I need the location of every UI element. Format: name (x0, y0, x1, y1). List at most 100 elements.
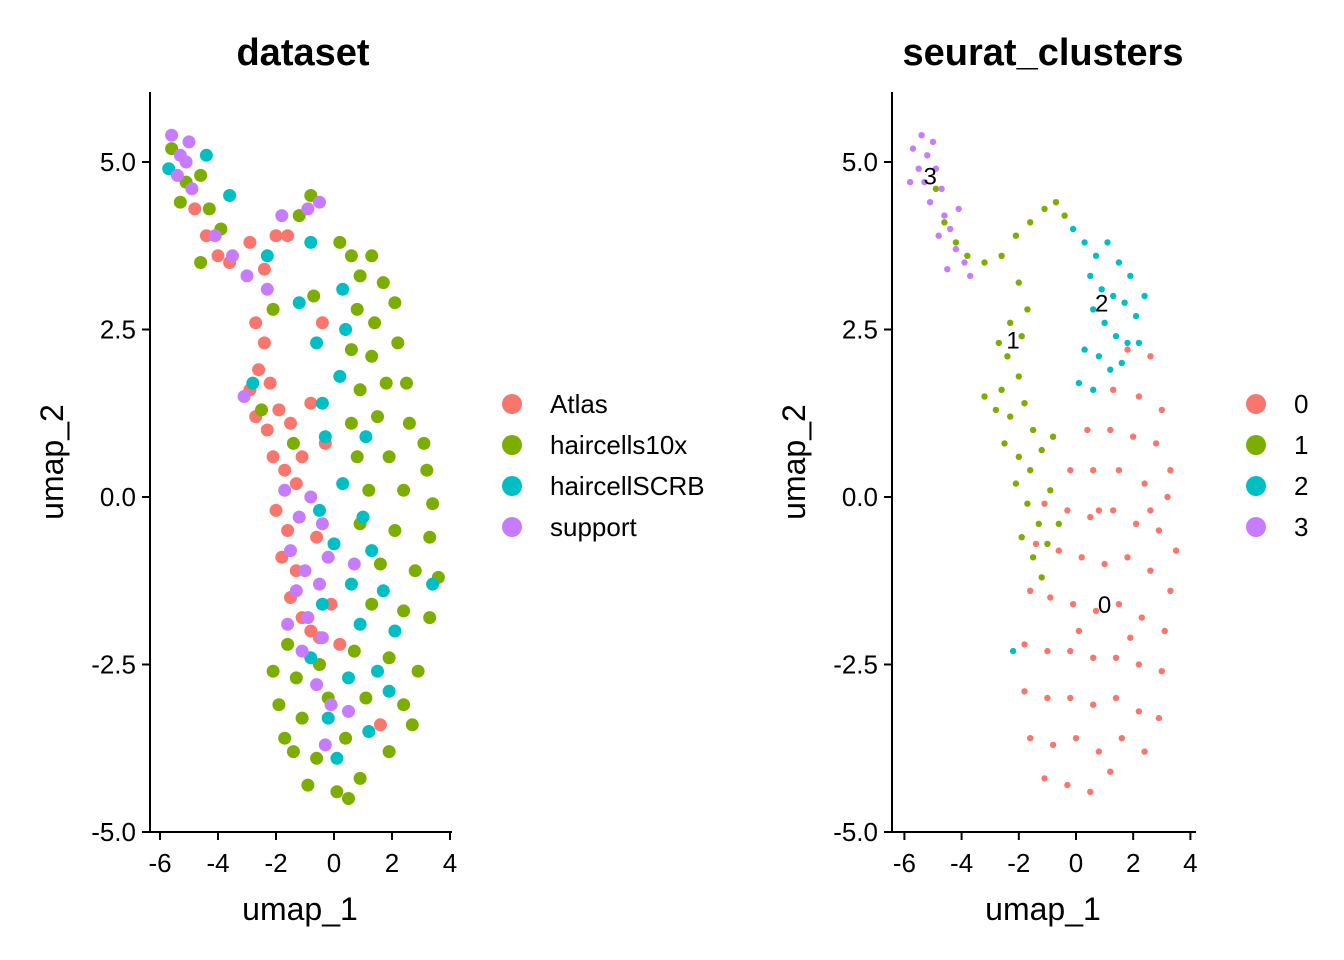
data-point (1141, 480, 1148, 487)
data-point (1124, 346, 1131, 353)
data-point (1027, 735, 1034, 742)
data-point (1007, 319, 1014, 326)
data-point (281, 229, 295, 243)
data-point (1047, 594, 1054, 601)
data-point (1078, 554, 1085, 561)
data-point (373, 557, 387, 571)
umap-seurat-clusters-panel: seurat_clusters 0 1 2 3 -6 -4 -2 0 2 4 -5.0 -2.5 0… (776, 32, 1308, 927)
data-point (255, 403, 268, 417)
x-tick-label: -4 (950, 848, 973, 878)
data-point (321, 711, 335, 725)
data-point (906, 178, 914, 186)
x-tick-label: 2 (1126, 848, 1140, 878)
data-point (342, 704, 355, 718)
legend-key (502, 476, 522, 496)
data-point (315, 316, 329, 330)
data-point (397, 698, 411, 712)
data-point (961, 259, 968, 266)
legend-label: 3 (1294, 512, 1308, 542)
data-point (382, 684, 396, 698)
data-point (330, 751, 344, 765)
data-point (1118, 359, 1126, 367)
y-axis-ticks: -5.0 -2.5 0.0 2.5 5.0 (833, 147, 892, 847)
data-point (313, 577, 326, 591)
x-tick-label: 4 (1183, 848, 1197, 878)
cluster-label: 0 (1098, 592, 1111, 619)
data-point (292, 510, 306, 524)
data-point (315, 517, 329, 531)
data-point (307, 289, 321, 303)
data-point (1075, 627, 1083, 635)
data-point (371, 664, 384, 678)
data-point (226, 249, 239, 263)
data-point (339, 731, 353, 745)
data-point (1024, 500, 1031, 507)
data-point (310, 678, 324, 692)
data-point (1112, 694, 1120, 702)
data-point (310, 530, 324, 544)
data-point (333, 369, 347, 383)
data-point (1115, 467, 1123, 474)
data-point (1004, 353, 1011, 360)
data-point (981, 259, 988, 266)
data-point (1018, 333, 1025, 340)
data-point (1044, 647, 1051, 655)
y-tick-label: 2.5 (100, 315, 136, 345)
data-point (952, 239, 960, 246)
data-point (1041, 775, 1048, 782)
data-point (981, 393, 988, 400)
data-point (955, 205, 962, 213)
data-point (211, 249, 225, 263)
data-point (1067, 694, 1074, 702)
data-point (417, 436, 431, 450)
data-point (423, 530, 437, 544)
legend-key (502, 435, 522, 455)
data-point (1107, 366, 1114, 373)
chart-title: dataset (236, 32, 369, 74)
data-point (1132, 520, 1140, 527)
data-point (263, 376, 277, 390)
data-point (182, 135, 196, 149)
data-point (400, 376, 413, 390)
data-point (1135, 661, 1143, 668)
data-point (1164, 493, 1171, 501)
data-point (929, 138, 937, 146)
data-point (1069, 601, 1077, 608)
data-point (269, 503, 283, 517)
data-point (947, 225, 954, 233)
data-point (281, 617, 295, 631)
data-point (1064, 781, 1071, 789)
data-point (1101, 319, 1108, 326)
data-point (1127, 634, 1134, 641)
data-point (941, 212, 948, 219)
data-point (1027, 219, 1034, 226)
data-point (1027, 587, 1034, 594)
data-point (1112, 333, 1120, 340)
data-point (365, 349, 379, 363)
data-point (313, 503, 326, 517)
data-point (1069, 225, 1077, 233)
data-point (278, 731, 292, 745)
data-point (924, 152, 931, 159)
data-point (185, 182, 199, 196)
data-point (1155, 714, 1163, 722)
data-point (1158, 406, 1166, 414)
data-point (388, 296, 402, 310)
data-point (426, 497, 440, 511)
legend-label: haircellSCRB (550, 471, 705, 501)
data-point (1138, 614, 1146, 621)
data-point (388, 624, 402, 638)
data-point (1041, 205, 1048, 213)
data-point (289, 477, 303, 491)
cluster-label: 2 (1095, 291, 1108, 318)
data-point (964, 252, 971, 259)
data-point (284, 544, 297, 558)
data-point (1124, 554, 1131, 561)
data-point (1029, 426, 1037, 434)
data-point (339, 323, 353, 336)
legend-key (502, 517, 522, 537)
umap-dataset-panel: dataset -6 -4 -2 0 2 4 -5.0 -2.5 0.0 2.5 5.0 umap… (34, 32, 705, 927)
data-point (926, 199, 934, 206)
data-point (246, 376, 260, 390)
data-point (408, 564, 422, 578)
